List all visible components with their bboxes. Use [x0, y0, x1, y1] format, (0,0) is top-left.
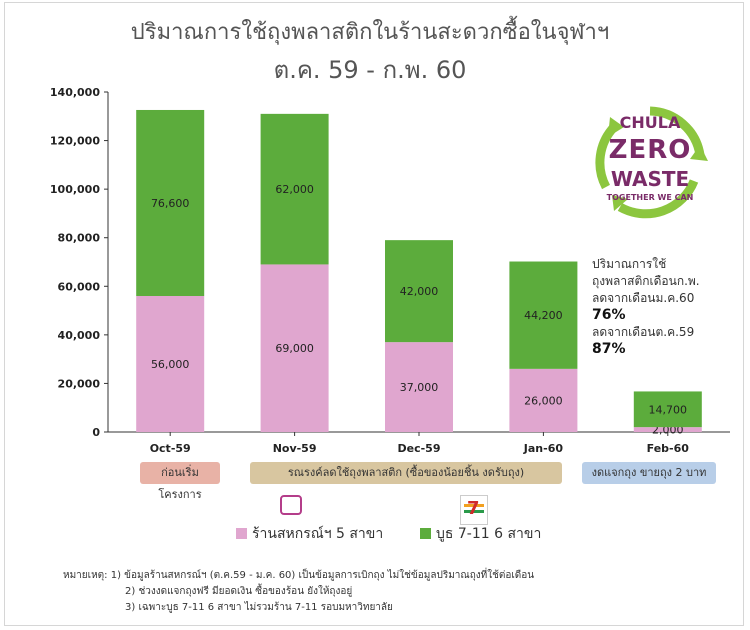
bar-segment: [509, 368, 578, 432]
footnote-2: 2) ช่วงงดแจกถุงฟรี มียอดเงิน ซื้อของร้อน…: [125, 586, 353, 597]
footnotes: หมายเหตุ: 1) ข้อมูลร้านสหกรณ์ฯ (ต.ค.59 -…: [63, 568, 534, 616]
bar-data-label: 42,000: [400, 285, 439, 298]
bar-data-label: 37,000: [400, 381, 439, 394]
bar-segment: [509, 261, 578, 369]
x-tick-label: Oct-59: [150, 442, 191, 455]
chula-zero-waste-logo: CHULA ZERO WASTE TOGETHER WE CAN: [590, 103, 710, 223]
x-tick-label: Nov-59: [273, 442, 317, 455]
seven-eleven-icon: 7: [460, 495, 488, 525]
legend-swatch-711: [420, 528, 431, 539]
y-tick-label: 20,000: [58, 377, 101, 390]
logo-text-zero: ZERO: [608, 135, 692, 165]
x-tick-label: Jan-60: [523, 442, 564, 455]
y-tick-label: 100,000: [50, 183, 100, 196]
bar-segment: [260, 113, 329, 265]
logo-tagline: TOGETHER WE CAN: [606, 193, 694, 202]
footnote-label: หมายเหตุ:: [63, 570, 108, 581]
legend-label-711: บูธ 7-11 6 สาขา: [436, 526, 542, 542]
bar-segment: [385, 240, 453, 343]
coop-store-icon: [280, 495, 302, 515]
y-tick-label: 40,000: [58, 329, 101, 342]
legend-swatch-coop: [236, 528, 247, 539]
x-tick-label: Feb-60: [647, 442, 690, 455]
phase-bag-fee: งดแจกถุง ขายถุง 2 บาท: [582, 462, 716, 484]
chart-title: ปริมาณการใช้ถุงพลาสติกในร้านสะดวกซื้อในจ…: [130, 20, 610, 45]
logo-text-chula: CHULA: [619, 113, 681, 132]
x-tick-label: Dec-59: [398, 442, 441, 455]
footnote-1: หมายเหตุ: 1) ข้อมูลร้านสหกรณ์ฯ (ต.ค.59 -…: [63, 568, 534, 584]
reduction-summary: ปริมาณการใช้ ถุงพลาสติกเดือนก.พ. ลดจากเด…: [592, 256, 740, 358]
y-tick-label: 80,000: [58, 232, 101, 245]
bar-segment: [260, 264, 329, 432]
summary-line-3: ลดจากเดือนม.ค.60: [592, 291, 695, 305]
bar-segment: [633, 427, 702, 432]
y-tick-label: 60,000: [58, 280, 101, 293]
infographic-frame: [4, 2, 744, 626]
y-tick-label: 120,000: [50, 135, 100, 148]
bar-data-label: 76,600: [151, 197, 190, 210]
summary-line-2: ถุงพลาสติกเดือนก.พ.: [592, 274, 700, 288]
bar-data-label: 26,000: [524, 394, 563, 407]
bar-segment: [633, 391, 702, 428]
legend-item-711: บูธ 7-11 6 สาขา: [420, 523, 541, 545]
phase-campaign: รณรงค์ลดใช้ถุงพลาสติก (ซื้อของน้อยชิ้น ง…: [250, 462, 562, 484]
bar-data-label: 14,700: [649, 403, 688, 416]
bar-data-label: 56,000: [151, 358, 190, 371]
bar-segment: [136, 296, 205, 432]
y-tick-label: 140,000: [50, 86, 100, 99]
chart-subtitle: ต.ค. 59 - ก.พ. 60: [273, 56, 467, 84]
footnote-1-text: 1) ข้อมูลร้านสหกรณ์ฯ (ต.ค.59 - ม.ค. 60) …: [110, 570, 535, 581]
summary-line-4: ลดจากเดือนต.ค.59: [592, 325, 695, 339]
logo-text-waste: WASTE: [610, 167, 690, 191]
summary-pct-oct: 87%: [592, 341, 626, 357]
legend-label-coop: ร้านสหกรณ์ฯ 5 สาขา: [252, 526, 384, 542]
y-tick-label: 0: [92, 426, 100, 439]
legend-item-coop: ร้านสหกรณ์ฯ 5 สาขา: [236, 523, 383, 545]
summary-line-1: ปริมาณการใช้: [592, 257, 667, 271]
summary-pct-jan: 76%: [592, 307, 626, 323]
bar-data-label: 69,000: [275, 342, 314, 355]
phase-before-project: ก่อนเริ่มโครงการ: [140, 462, 220, 501]
bar-segment: [385, 342, 453, 432]
chart-legend: 7 ร้านสหกรณ์ฯ 5 สาขา บูธ 7-11 6 สาขา: [236, 495, 580, 555]
bar-segment: [136, 109, 205, 296]
bar-data-label: 44,200: [524, 309, 563, 322]
bar-data-label: 62,000: [275, 183, 314, 196]
recycle-ring-icon: [595, 106, 708, 219]
footnote-3: 3) เฉพาะบูธ 7-11 6 สาขา ไม่รวมร้าน 7-11 …: [125, 602, 393, 613]
